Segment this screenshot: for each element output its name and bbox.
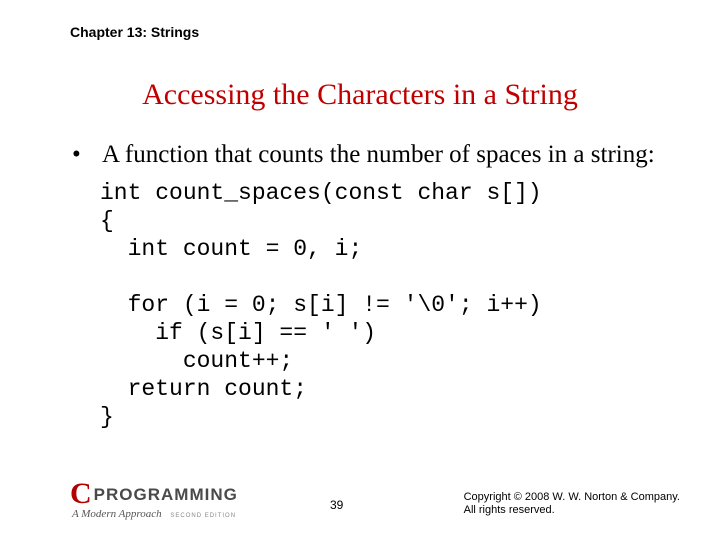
bullet-marker: • <box>70 140 102 171</box>
logo-subtitle: A Modern Approach SECOND EDITION <box>72 508 238 520</box>
slide: Chapter 13: Strings Accessing the Charac… <box>0 0 720 540</box>
page-number: 39 <box>330 498 343 512</box>
book-logo: C PROGRAMMING A Modern Approach SECOND E… <box>70 479 238 520</box>
logo-programming-text: PROGRAMMING <box>94 486 238 503</box>
logo-top-row: C PROGRAMMING <box>70 479 238 509</box>
logo-c-letter: C <box>70 479 92 509</box>
chapter-label: Chapter 13: Strings <box>70 24 199 40</box>
copyright-line-1: Copyright © 2008 W. W. Norton & Company. <box>464 491 680 505</box>
bullet-text: A function that counts the number of spa… <box>102 140 660 171</box>
slide-body: • A function that counts the number of s… <box>70 140 660 431</box>
slide-title: Accessing the Characters in a String <box>0 78 720 112</box>
logo-edition-text: SECOND EDITION <box>170 513 236 519</box>
copyright-line-2: All rights reserved. <box>464 504 680 518</box>
logo-subtitle-text: A Modern Approach <box>72 508 162 520</box>
bullet-item: • A function that counts the number of s… <box>70 140 660 171</box>
code-block: int count_spaces(const char s[]) { int c… <box>100 179 660 431</box>
copyright: Copyright © 2008 W. W. Norton & Company.… <box>464 491 680 519</box>
footer: C PROGRAMMING A Modern Approach SECOND E… <box>70 474 680 518</box>
